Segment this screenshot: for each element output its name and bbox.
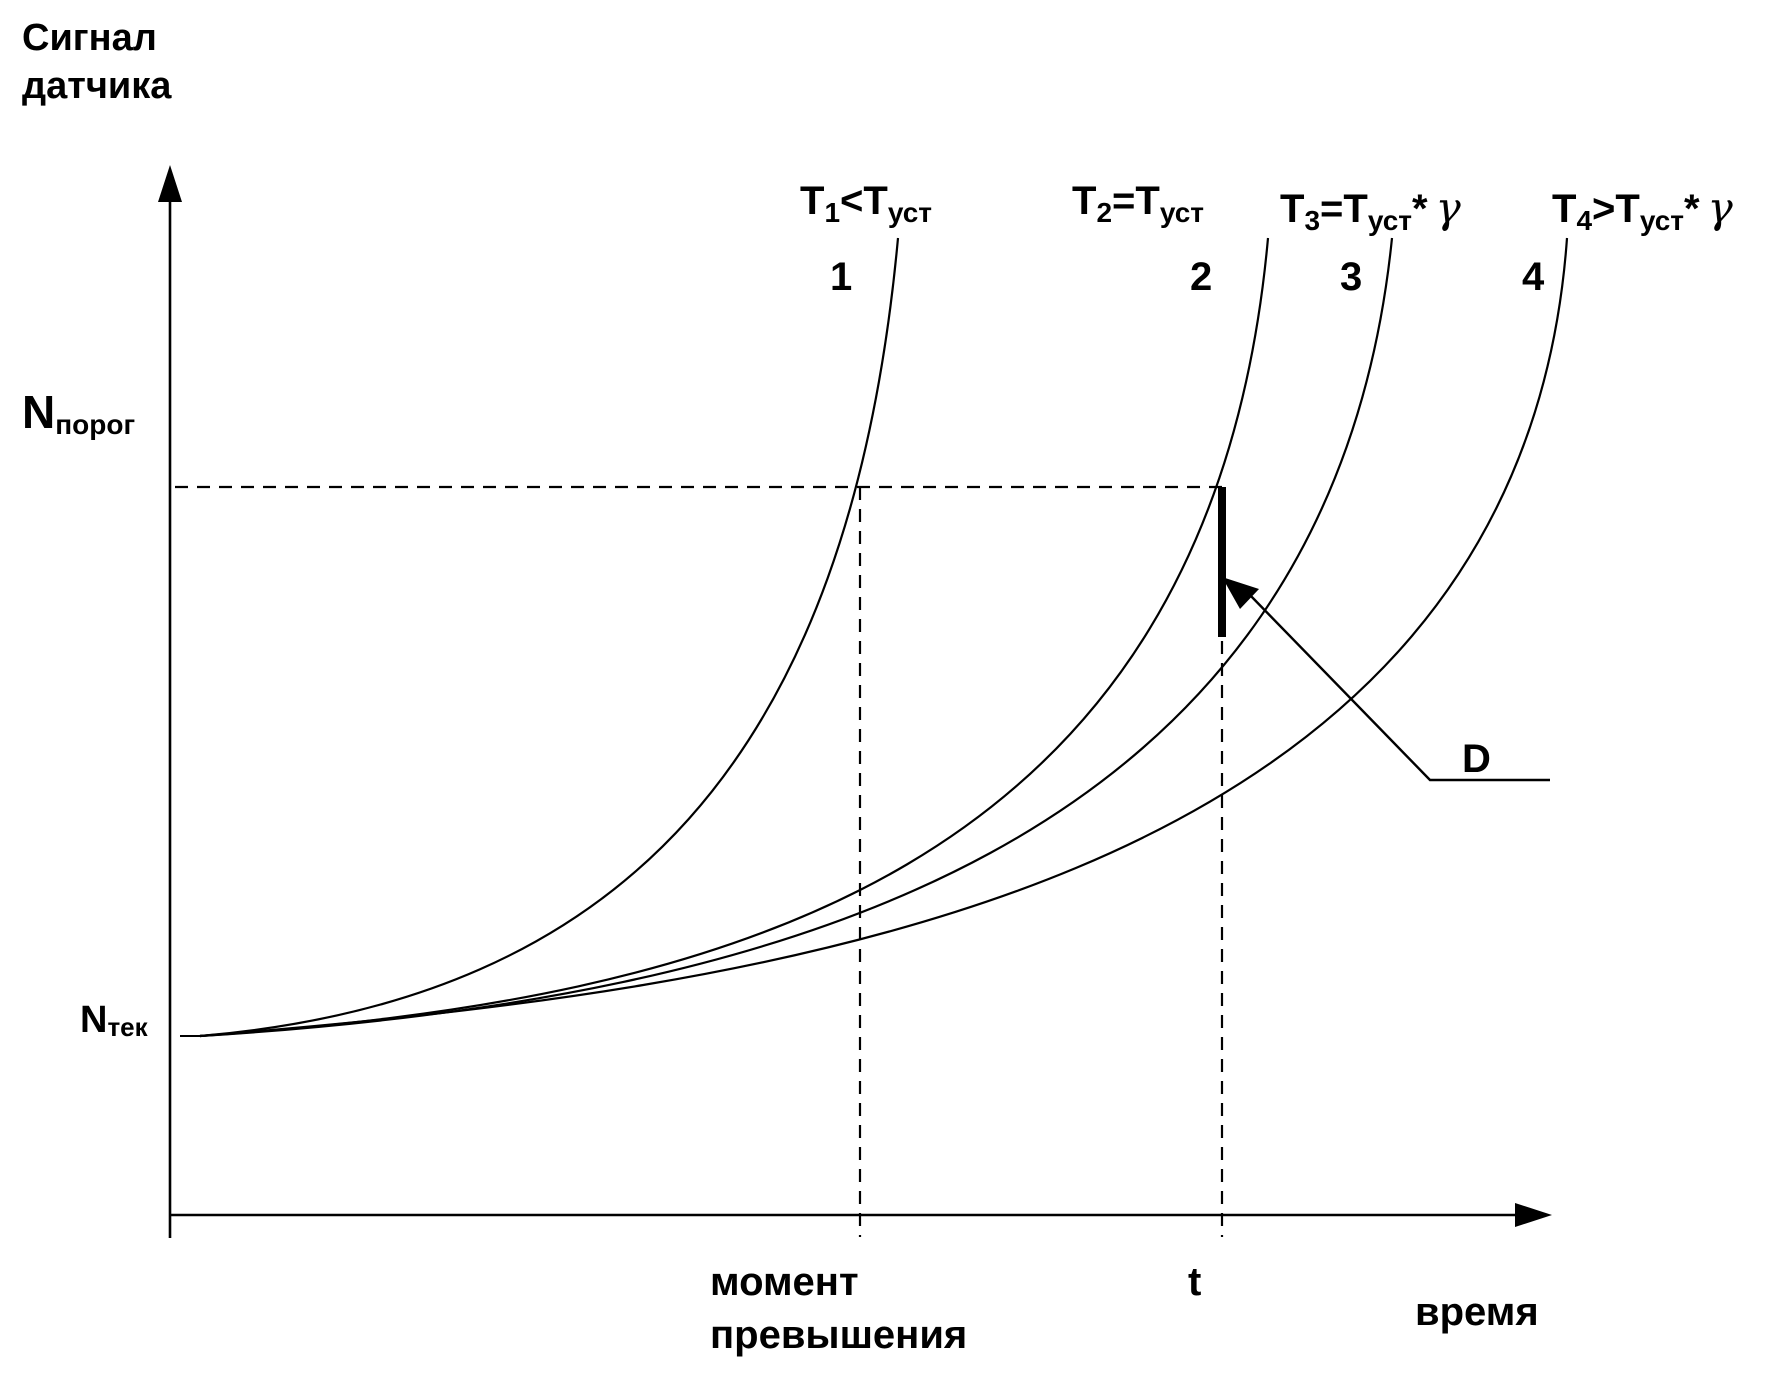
y-axis-label-line2: датчика	[22, 65, 172, 107]
curve-1-number: 1	[830, 255, 852, 299]
exceed-label-line2: превышения	[710, 1313, 967, 1357]
curve-3-number: 3	[1340, 255, 1362, 299]
curve-4-formula: T4>Tуст*γ	[1552, 183, 1734, 236]
d-pointer-arrow	[1222, 577, 1259, 609]
y-axis-label-line1: Сигнал	[22, 17, 157, 59]
exceed-label-line1: момент	[710, 1260, 859, 1304]
x-axis-label: время	[1415, 1290, 1539, 1334]
curve-2	[200, 238, 1268, 1036]
curve-1	[200, 238, 898, 1036]
curve-1-formula: T1<Tуст	[800, 179, 932, 228]
curve-4-number: 4	[1522, 255, 1545, 299]
threshold-label: Nпорог	[22, 386, 135, 440]
d-pointer-line	[1248, 593, 1550, 780]
x-axis-arrow	[1515, 1203, 1552, 1227]
time-t-label: t	[1188, 1260, 1201, 1304]
current-label: Nтек	[80, 999, 149, 1042]
d-label: D	[1462, 737, 1491, 781]
curve-3-formula: T3=Tуст*γ	[1280, 183, 1462, 236]
curve-2-formula: T2=Tуст	[1072, 179, 1204, 228]
curve-2-number: 2	[1190, 255, 1212, 299]
y-axis-arrow	[158, 165, 182, 202]
curve-3	[200, 238, 1392, 1036]
